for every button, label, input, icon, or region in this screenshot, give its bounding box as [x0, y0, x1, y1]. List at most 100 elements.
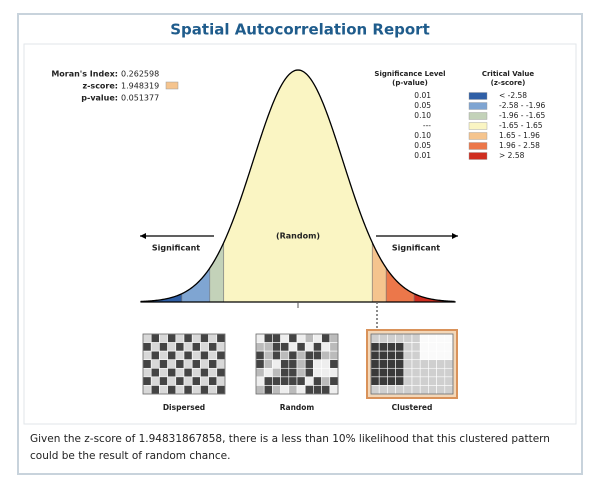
label-random: (Random): [276, 232, 320, 241]
map: [142, 333, 226, 395]
map-cell: [272, 350, 281, 361]
map-cell: [444, 367, 454, 378]
map-cell: [280, 342, 290, 352]
map-border: [142, 333, 226, 395]
map-cell: [419, 359, 429, 369]
map-cell: [387, 367, 396, 378]
map-cell: [191, 376, 201, 386]
map-cell: [183, 367, 193, 378]
map-cell: [436, 385, 446, 395]
map-cell: [428, 359, 437, 369]
map-cell: [395, 333, 405, 343]
map-cell: [419, 376, 429, 386]
legend-level: 0.01: [414, 151, 431, 160]
map-cell: [255, 376, 265, 386]
map-cell: [150, 376, 160, 386]
map-cell: [403, 350, 413, 361]
map-cell: [175, 367, 185, 378]
map-cell: [321, 385, 331, 395]
map-cell: [436, 367, 446, 378]
map-cell: [272, 376, 281, 386]
map-cell: [263, 385, 273, 395]
legend: Significance Level(p-value) Critical Valu…: [374, 70, 545, 160]
map-cell: [280, 359, 290, 369]
map-cell: [208, 350, 218, 361]
map-cell: [428, 350, 437, 361]
map-cell: [411, 350, 421, 361]
map-cell: [208, 342, 218, 352]
map-cell: [304, 376, 314, 386]
map-cell: [200, 367, 209, 378]
map-cell: [370, 376, 380, 386]
map-cell: [321, 333, 331, 343]
map-cell: [403, 385, 413, 395]
title: Spatial Autocorrelation Report: [170, 21, 430, 39]
map-cell: [263, 359, 273, 369]
map-cell: [159, 376, 168, 386]
map-cell: [263, 333, 273, 343]
map: [255, 333, 339, 395]
map-cell: [419, 350, 429, 361]
map-cell: [296, 385, 306, 395]
map-cell: [255, 333, 265, 343]
map-cell: [150, 359, 160, 369]
map-cell: [255, 359, 265, 369]
map-cell: [296, 376, 306, 386]
map-cell: [216, 350, 226, 361]
map-cell: [411, 359, 421, 369]
map-cell: [436, 359, 446, 369]
map-cell: [183, 350, 193, 361]
map-cell: [263, 342, 273, 352]
map-cell: [280, 350, 290, 361]
map-cell: [200, 376, 209, 386]
legend-swatch: [468, 112, 488, 120]
legend-level: 0.10: [414, 131, 431, 140]
map-cell: [272, 342, 281, 352]
arrow-head: [452, 233, 458, 239]
map-cell: [436, 376, 446, 386]
map-cell: [444, 376, 454, 386]
map-cell: [255, 342, 265, 352]
map-cell: [167, 342, 177, 352]
map-cell: [167, 367, 177, 378]
map-cell: [216, 342, 226, 352]
map-cell: [200, 342, 209, 352]
map-cell: [296, 333, 306, 343]
map-cell: [370, 385, 380, 395]
map-cell: [403, 367, 413, 378]
map-cell: [313, 367, 322, 378]
map-cell: [321, 350, 331, 361]
curve: [140, 69, 456, 303]
map-cell: [395, 385, 405, 395]
legend-swatch: [468, 142, 488, 150]
map-cell: [428, 385, 437, 395]
map-cell: [428, 376, 437, 386]
map-cell: [208, 359, 218, 369]
map-cell: [150, 333, 160, 343]
map-cell: [288, 376, 298, 386]
legend-level: 0.05: [414, 101, 431, 110]
map-cell: [288, 342, 298, 352]
legend-range: -1.96 - -1.65: [499, 111, 546, 120]
map-cell: [159, 367, 168, 378]
map-cell: [411, 385, 421, 395]
map-cell: [272, 333, 281, 343]
map-cell: [288, 350, 298, 361]
map-cell: [378, 367, 388, 378]
map-cell: [191, 385, 201, 395]
map-cell: [329, 376, 339, 386]
map-cell: [395, 376, 405, 386]
map-cell: [370, 342, 380, 352]
map-cell: [444, 350, 454, 361]
map-cell: [175, 350, 185, 361]
map-cell: [191, 367, 201, 378]
map-cell: [216, 376, 226, 386]
stat-value: 0.262598: [121, 70, 159, 79]
map-cell: [329, 367, 339, 378]
map-cell: [208, 367, 218, 378]
map-cell: [272, 367, 281, 378]
map-cell: [288, 359, 298, 369]
